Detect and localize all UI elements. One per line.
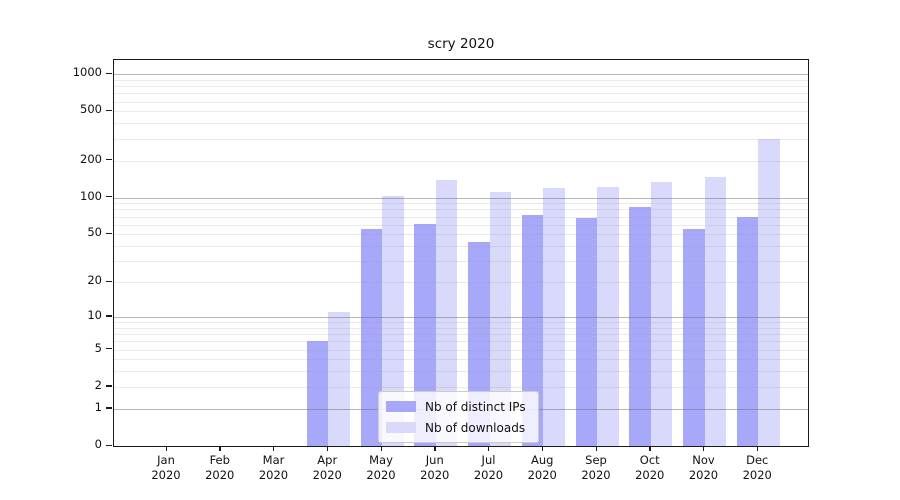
y-tick <box>106 159 112 161</box>
chart-title: scry 2020 <box>427 36 495 52</box>
legend-item-distinct-ips: Nb of distinct IPs <box>386 396 526 417</box>
legend-swatch-downloads <box>386 422 416 433</box>
x-tick <box>273 447 275 451</box>
y-tick <box>106 348 112 350</box>
y-tick-label: 1000 <box>72 65 102 80</box>
bar-downloads-apr <box>328 312 350 446</box>
x-tick-label: May 2020 <box>366 453 396 482</box>
x-tick-label: Mar 2020 <box>258 453 289 482</box>
y-tick <box>106 407 112 409</box>
bar-distinct-ips-sep <box>575 218 597 446</box>
y-tick-label: 500 <box>80 102 102 117</box>
y-tick-label: 50 <box>87 225 102 240</box>
bar-downloads-dec <box>758 138 780 446</box>
bar-downloads-may <box>382 195 404 446</box>
x-tick <box>756 447 759 451</box>
bar-distinct-ips-aug <box>521 215 544 446</box>
bar-downloads-jun <box>435 179 458 446</box>
y-tick <box>106 280 112 282</box>
x-tick <box>649 447 651 451</box>
y-tick <box>106 385 112 387</box>
plot-area <box>113 59 809 447</box>
x-tick <box>434 447 436 451</box>
x-tick-label: Feb 2020 <box>205 453 235 482</box>
legend: Nb of distinct IPs Nb of downloads <box>378 391 539 443</box>
y-tick-label: 200 <box>80 151 102 166</box>
legend-swatch-distinct-ips <box>386 401 416 412</box>
bar-downloads-jul <box>489 192 511 446</box>
y-tick-label: 5 <box>94 340 102 355</box>
x-tick-label: Jan 2020 <box>151 453 181 482</box>
y-tick-label: 1 <box>94 399 102 414</box>
bar-downloads-oct <box>650 182 673 446</box>
bar-downloads-sep <box>597 186 619 446</box>
x-tick-label: Jul 2020 <box>473 453 504 482</box>
x-tick <box>595 447 597 451</box>
y-tick-label: 20 <box>87 273 102 288</box>
y-tick <box>106 232 112 235</box>
x-tick <box>219 447 221 451</box>
x-tick <box>326 447 329 451</box>
y-tick <box>106 444 112 446</box>
bar-distinct-ips-oct <box>629 207 651 446</box>
x-tick-label: Dec 2020 <box>742 453 772 482</box>
x-tick-label: Apr 2020 <box>312 453 342 482</box>
y-tick <box>106 72 112 74</box>
x-tick <box>380 447 382 451</box>
bar-distinct-ips-apr <box>306 341 329 446</box>
y-tick-label: 100 <box>80 188 102 203</box>
y-tick <box>106 109 112 112</box>
bar-distinct-ips-may <box>360 229 382 446</box>
y-tick-label: 10 <box>87 307 102 322</box>
legend-item-downloads: Nb of downloads <box>386 417 526 438</box>
y-tick <box>106 196 112 198</box>
x-tick <box>541 447 544 451</box>
x-tick <box>488 447 490 451</box>
bars-layer <box>114 60 808 446</box>
bar-downloads-aug <box>543 188 565 446</box>
x-tick-label: Sep 2020 <box>581 453 611 482</box>
x-tick-label: Jun 2020 <box>420 453 450 482</box>
legend-label-distinct-ips: Nb of distinct IPs <box>425 399 526 414</box>
y-tick-label: 2 <box>94 377 102 392</box>
x-tick <box>165 447 167 451</box>
y-tick-label: 0 <box>94 437 102 451</box>
x-tick-label: Oct 2020 <box>635 453 665 482</box>
bar-distinct-ips-jun <box>414 223 436 446</box>
bar-distinct-ips-dec <box>736 216 759 446</box>
x-tick <box>703 447 705 451</box>
legend-label-downloads: Nb of downloads <box>425 420 526 435</box>
x-tick-label: Nov 2020 <box>688 453 719 482</box>
bar-distinct-ips-nov <box>683 229 705 446</box>
x-tick-label: Aug 2020 <box>527 453 557 482</box>
y-tick <box>106 315 112 317</box>
bar-downloads-nov <box>704 176 726 446</box>
